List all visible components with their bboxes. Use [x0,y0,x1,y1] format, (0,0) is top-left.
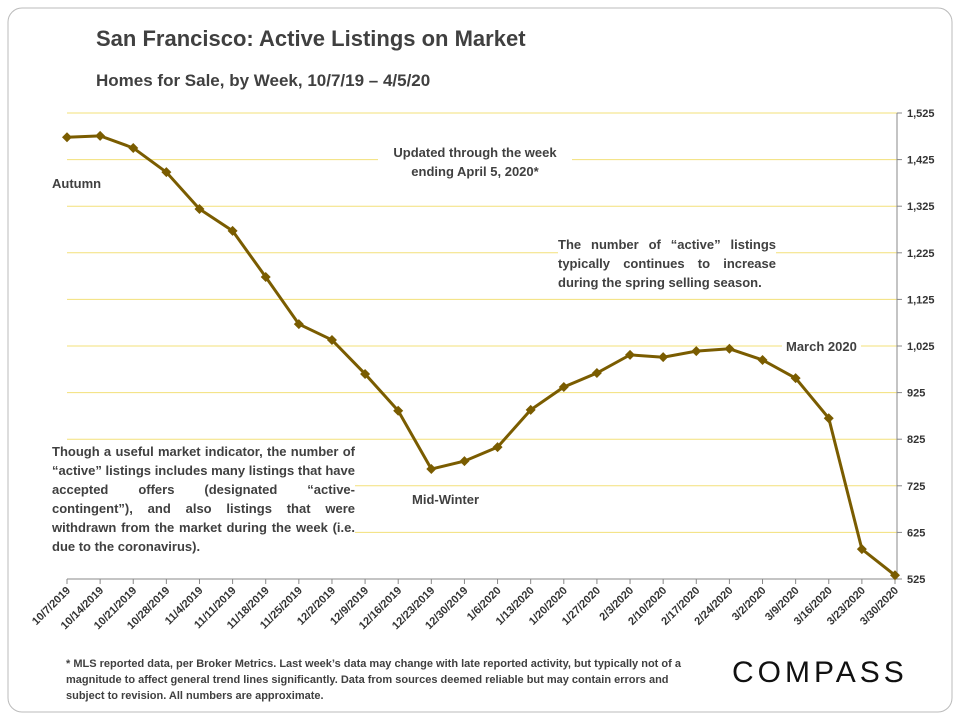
y-tick-label: 1,025 [907,341,935,353]
point [393,405,404,416]
chart-subtitle: Homes for Sale, by Week, 10/7/19 – 4/5/2… [96,71,430,90]
y-tick-label: 1,325 [907,201,935,213]
point [128,142,139,153]
annotation: Though a useful market indicator, the nu… [52,442,355,556]
y-tick-label: 1,525 [907,108,935,120]
point [625,349,636,360]
point [227,225,238,236]
point [293,319,304,330]
footnote: * MLS reported data, per Broker Metrics.… [66,658,681,702]
point [856,544,867,555]
y-tick-label: 625 [907,527,925,539]
y-tick-label: 925 [907,388,925,400]
point [823,413,834,424]
point [62,132,72,143]
point [591,368,602,379]
point [360,368,371,379]
point [890,570,900,581]
frame [7,7,953,713]
point [161,167,172,178]
point [194,203,205,214]
point [757,354,768,365]
y-tick-label: 1,225 [907,248,935,260]
annotation: Mid-Winter [408,490,484,509]
point [558,382,569,393]
annotation: Updated through the week ending April 5,… [378,143,572,181]
point [260,272,271,283]
annotation: Autumn [52,174,102,193]
y-tick-label: 525 [907,574,925,586]
point [492,442,503,453]
point [95,130,106,141]
y-tick-label: 1,125 [907,294,935,306]
point [790,373,801,384]
point [426,464,437,475]
logo: COMPASS [732,656,908,689]
annotation: The number of “active” listings typicall… [558,235,776,292]
point [658,352,669,363]
point [691,346,702,357]
chart-title: San Francisco: Active Listings on Market [96,26,526,51]
x-tick-label: 3/2/2020 [730,585,769,624]
y-tick-label: 1,425 [907,155,935,167]
line [66,134,896,577]
y-tick-label: 725 [907,481,925,493]
y-tick-label: 825 [907,434,925,446]
point [326,334,337,345]
point [525,404,536,415]
annotation: March 2020 [782,337,861,356]
point [459,456,470,467]
point [724,343,735,354]
